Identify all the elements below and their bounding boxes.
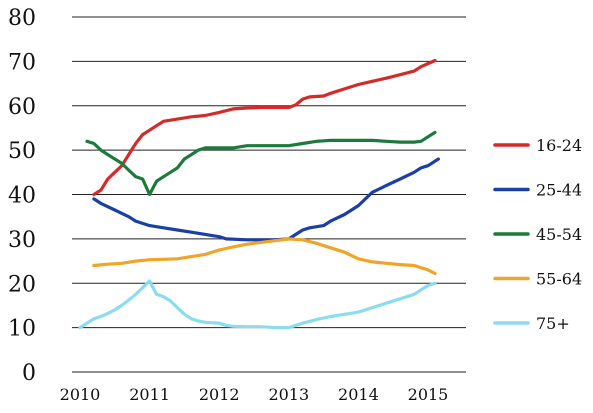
series-line-25-44 [92, 157, 440, 242]
x-tick-label: 2015 [408, 385, 449, 404]
series-lines [78, 58, 440, 330]
y-tick-label: 60 [8, 95, 36, 120]
series-line-45-54 [85, 130, 437, 197]
legend-label-55-64: 55-64 [536, 270, 582, 289]
legend-label-16-24: 16-24 [536, 136, 582, 155]
y-tick-label: 0 [22, 361, 36, 386]
y-tick-label: 30 [8, 228, 36, 253]
y-tick-label: 50 [8, 139, 36, 164]
x-tick-label: 2010 [60, 385, 101, 404]
y-axis-ticks: 0 10 20 30 40 50 60 70 80 [8, 6, 36, 386]
y-tick-label: 80 [8, 6, 36, 31]
grid [72, 16, 466, 373]
legend-label-25-44: 25-44 [536, 181, 582, 200]
x-tick-label: 2014 [338, 385, 379, 404]
x-axis-ticks: 2010 2011 2012 2013 2014 2015 [60, 385, 449, 404]
series-line-55-64 [92, 237, 437, 276]
y-tick-label: 40 [8, 184, 36, 209]
y-tick-label: 20 [8, 272, 36, 297]
x-tick-label: 2013 [268, 385, 309, 404]
y-tick-label: 10 [8, 317, 36, 342]
legend: 16-24 25-44 45-54 55-64 75+ [493, 136, 582, 333]
legend-label-45-54: 45-54 [536, 225, 582, 244]
y-tick-label: 70 [8, 50, 36, 75]
legend-label-75+: 75+ [536, 314, 570, 333]
x-tick-label: 2012 [199, 385, 240, 404]
series-line-16-24 [92, 58, 437, 197]
series-line-75+ [78, 279, 437, 330]
x-tick-label: 2011 [129, 385, 170, 404]
